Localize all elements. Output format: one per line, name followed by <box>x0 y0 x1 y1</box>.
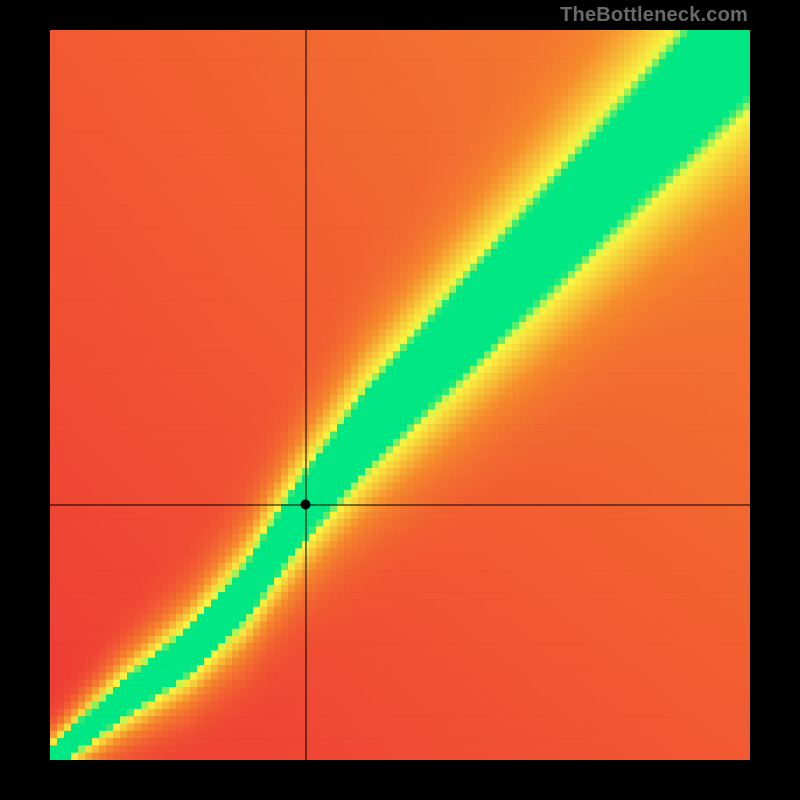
heatmap-frame <box>50 30 750 760</box>
bottleneck-heatmap-canvas <box>50 30 750 760</box>
attribution-text: TheBottleneck.com <box>560 4 748 27</box>
